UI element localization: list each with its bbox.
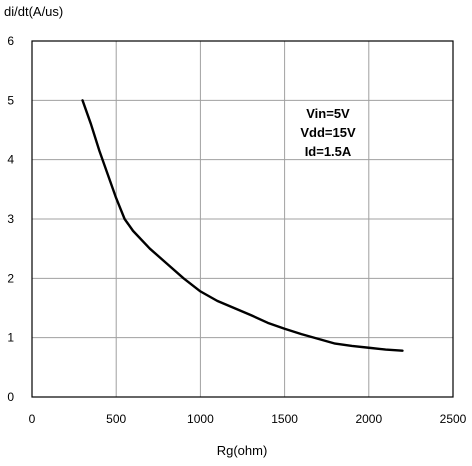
x-tick-label: 2000 — [355, 412, 382, 426]
annotation-label: Vin=5V — [306, 106, 350, 121]
y-tick-label: 0 — [7, 390, 14, 404]
series-line-0 — [81, 99, 404, 352]
tick-labels: 0 500 1000 1500 2000 2500 0 1 2 3 4 5 6 — [7, 34, 466, 426]
y-tick-label: 4 — [7, 153, 14, 167]
y-tick-label: 3 — [7, 212, 14, 226]
annotation-box: Vin=5V Vdd=15V Id=1.5A — [300, 106, 356, 159]
x-tick-label: 1500 — [271, 412, 298, 426]
grid — [32, 41, 453, 397]
annotation-label: Id=1.5A — [305, 144, 352, 159]
y-tick-label: 5 — [7, 93, 14, 107]
annotation-label: Vdd=15V — [300, 125, 356, 140]
x-tick-label: 1000 — [187, 412, 214, 426]
x-tick-label: 2500 — [440, 412, 467, 426]
x-axis-title: Rg(ohm) — [217, 443, 268, 458]
x-tick-label: 500 — [106, 412, 126, 426]
y-tick-label: 1 — [7, 331, 14, 345]
x-tick-label: 0 — [29, 412, 36, 426]
y-tick-label: 6 — [7, 34, 14, 48]
y-axis-title: di/dt(A/us) — [4, 4, 63, 19]
plot-frame — [31, 40, 454, 398]
series-layer — [81, 99, 404, 352]
y-tick-label: 2 — [7, 271, 14, 285]
